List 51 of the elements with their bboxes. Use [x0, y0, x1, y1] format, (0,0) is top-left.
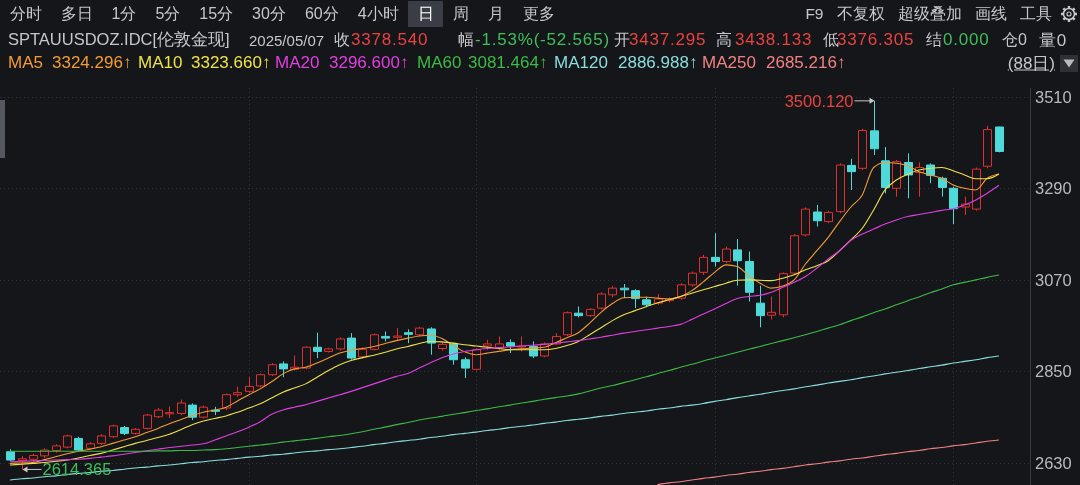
text: 30分	[252, 5, 286, 22]
text: 0.000	[943, 30, 990, 50]
text: 1分	[111, 5, 137, 22]
text: 不复权	[836, 4, 885, 22]
text: 分时	[9, 5, 42, 22]
y-tick-label: 3510	[1035, 87, 1072, 106]
y-tick-label: 3070	[1035, 270, 1072, 289]
text: 低	[823, 29, 839, 50]
text: 3378.540	[351, 30, 429, 50]
text: MA120	[554, 53, 608, 73]
text: MA10	[138, 53, 183, 73]
text: 开	[614, 29, 630, 50]
text: MA250	[702, 53, 756, 73]
text: 2685.216↑	[766, 53, 846, 73]
text: MA20	[275, 53, 320, 73]
annotation: 3500.120	[784, 91, 854, 110]
text: 仓0	[1002, 29, 1027, 50]
text: MA60	[417, 53, 462, 73]
y-tick-label: 2630	[1035, 453, 1072, 472]
text: 多日	[60, 5, 93, 22]
text: 画线	[974, 4, 1007, 22]
text: F9	[805, 5, 824, 22]
text: 日	[417, 5, 434, 22]
text: MA5	[8, 53, 43, 73]
text: 量0	[1039, 29, 1068, 52]
text: 更多	[522, 5, 555, 22]
text: 5分	[155, 5, 181, 22]
text: 3437.295	[629, 30, 707, 50]
text: 周	[452, 5, 469, 22]
text: 3438.133	[735, 30, 813, 50]
text: 2886.988↑	[618, 53, 698, 73]
text: 工具	[1019, 4, 1052, 22]
text: 超级叠加	[897, 4, 962, 22]
chart-title: SPTAUUSDOZ.IDC[伦敦金现]	[8, 29, 230, 50]
text: 4小时	[357, 5, 399, 22]
text: (88日)	[1007, 52, 1055, 75]
chart-subtitle: 2025/05/07	[249, 31, 325, 49]
text: 结	[926, 29, 942, 50]
text: 3324.296↑	[52, 53, 132, 73]
y-tick-label: 3290	[1035, 179, 1072, 198]
text: 60分	[304, 5, 339, 22]
text: 高	[716, 29, 732, 50]
text: 3296.600↑	[329, 53, 409, 73]
text: 月	[487, 5, 504, 22]
y-tick-label: 2850	[1035, 362, 1072, 381]
text: 幅	[458, 29, 474, 50]
text: -1.53%(-52.565)	[475, 30, 610, 50]
text: 3081.464↑	[468, 53, 548, 73]
text: 15分	[199, 5, 234, 22]
text: 收	[334, 29, 350, 50]
text: 3323.660↑	[191, 53, 271, 73]
